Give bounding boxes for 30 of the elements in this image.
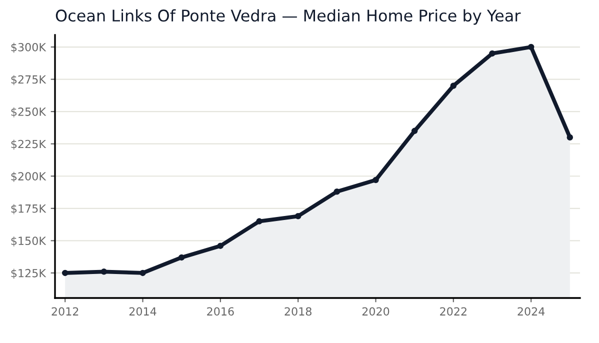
point xyxy=(178,254,185,261)
x-tick-label: 2016 xyxy=(207,307,234,316)
y-tick-label: $175K xyxy=(11,204,46,214)
x-tick-label: 2024 xyxy=(518,307,545,316)
point xyxy=(528,44,534,50)
point xyxy=(294,213,302,220)
point xyxy=(450,82,457,89)
x-tick-label: 2022 xyxy=(440,307,466,316)
point xyxy=(411,128,418,134)
y-tick-label: $250K xyxy=(11,107,46,118)
y-tick-label: $225K xyxy=(11,140,46,150)
y-tick-label: $200K xyxy=(11,172,46,182)
point xyxy=(334,188,340,195)
x-tick-label: 2012 xyxy=(52,307,78,316)
x-tick-label: 2018 xyxy=(284,307,312,316)
point xyxy=(256,218,262,224)
x-tick-label: 2020 xyxy=(362,307,390,316)
point xyxy=(489,50,496,57)
y-tick-label: $300K xyxy=(11,42,46,53)
y-tick-label: $275K xyxy=(11,75,46,86)
chart-title: Ocean Links Of Ponte Vedra — Median Home Price by Year xyxy=(56,9,521,25)
point xyxy=(140,270,146,276)
point xyxy=(372,176,379,184)
point xyxy=(62,270,68,276)
y-tick-label: $150K xyxy=(11,236,46,247)
y-tick-label: $125K xyxy=(11,268,46,279)
point xyxy=(100,268,108,275)
x-tick-label: 2014 xyxy=(129,307,156,316)
point xyxy=(217,242,224,249)
point xyxy=(566,134,574,141)
